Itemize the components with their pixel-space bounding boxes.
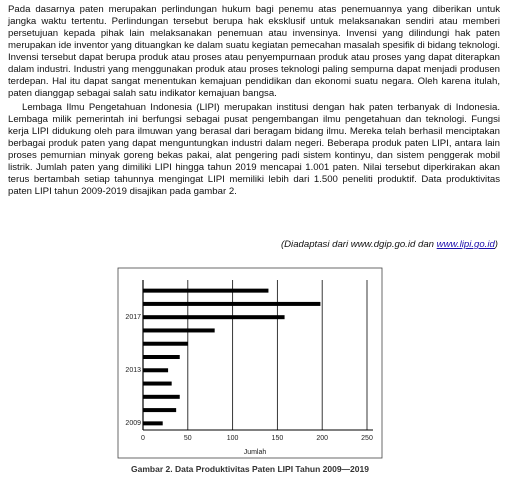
- caption: Gambar 2. Data Produktivitas Paten LIPI …: [131, 464, 369, 474]
- source: (Diadaptasi dari www.dgip.go.id dan www.…: [281, 239, 498, 250]
- bar: [143, 288, 269, 293]
- bar: [143, 315, 285, 320]
- x-axis-label: Jumlah: [244, 449, 267, 456]
- bar: [143, 301, 321, 306]
- y-tick-label: 2017: [125, 314, 141, 321]
- source-text: (Diadaptasi dari www.dgip.go.id dan: [280, 239, 437, 250]
- bar: [143, 421, 163, 426]
- x-tick-label: 250: [361, 435, 373, 442]
- x-tick-label: 0: [141, 435, 145, 442]
- x-tick-label: 100: [227, 435, 239, 442]
- source-text: ): [494, 239, 498, 250]
- chart: Jumlah 0 50 100 150 200 250 2009 2013 2017: [117, 267, 383, 459]
- bar: [143, 368, 169, 373]
- chart-frame: [117, 267, 383, 459]
- paragraph: Pada dasarnya paten merupakan perlindung…: [8, 4, 500, 99]
- x-tick-label: 200: [316, 435, 328, 442]
- x-tick-label: 150: [272, 435, 284, 442]
- paragraph: Lembaga Ilmu Pengetahuan Indonesia (LIPI…: [8, 102, 500, 197]
- source-link[interactable]: www.lipi.go.id: [436, 239, 495, 250]
- bar: [143, 341, 188, 346]
- body-text: Pada dasarnya paten merupakan perlindung…: [8, 4, 500, 200]
- y-tick-label: 2009: [125, 420, 141, 427]
- bar: [143, 394, 180, 399]
- x-tick-label: 50: [184, 435, 192, 442]
- bar: [143, 408, 177, 413]
- y-tick-label: 2013: [125, 367, 141, 374]
- bar: [143, 381, 172, 386]
- bar: [143, 355, 180, 359]
- bar: [143, 328, 215, 333]
